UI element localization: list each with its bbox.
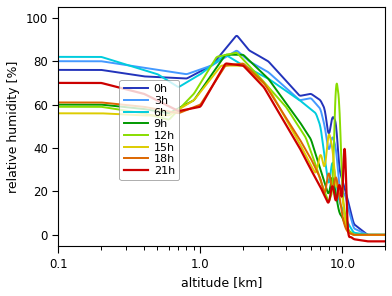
6h bbox=[304, 104, 309, 107]
9h bbox=[383, 233, 387, 237]
21h bbox=[383, 239, 387, 243]
12h bbox=[338, 121, 342, 125]
Line: 12h: 12h bbox=[58, 53, 385, 235]
12h bbox=[265, 83, 269, 87]
Line: 3h: 3h bbox=[58, 51, 385, 235]
15h bbox=[246, 68, 251, 72]
Legend: 0h, 3h, 6h, 9h, 12h, 15h, 18h, 21h: 0h, 3h, 6h, 9h, 12h, 15h, 18h, 21h bbox=[119, 80, 180, 181]
3h bbox=[76, 59, 81, 63]
15h bbox=[265, 84, 269, 88]
15h bbox=[352, 233, 357, 237]
9h bbox=[338, 212, 342, 216]
0h bbox=[383, 233, 387, 237]
21h bbox=[255, 78, 260, 82]
9h bbox=[304, 131, 309, 134]
6h bbox=[265, 76, 269, 80]
0h bbox=[367, 233, 371, 237]
9h bbox=[255, 66, 260, 70]
18h bbox=[383, 233, 387, 237]
3h bbox=[265, 70, 269, 73]
0h bbox=[76, 68, 81, 72]
0h bbox=[338, 170, 342, 173]
18h bbox=[338, 199, 342, 202]
12h bbox=[352, 233, 357, 237]
3h bbox=[56, 59, 60, 63]
21h bbox=[56, 81, 60, 85]
6h bbox=[255, 71, 260, 75]
12h bbox=[233, 51, 238, 54]
21h bbox=[367, 239, 371, 243]
6h bbox=[223, 53, 228, 57]
X-axis label: altitude [km]: altitude [km] bbox=[181, 276, 262, 289]
21h bbox=[224, 62, 229, 65]
18h bbox=[352, 233, 357, 237]
15h bbox=[338, 187, 342, 191]
9h bbox=[224, 53, 229, 57]
3h bbox=[255, 64, 260, 67]
3h bbox=[383, 233, 387, 237]
21h bbox=[76, 81, 81, 85]
6h bbox=[76, 55, 81, 59]
Line: 6h: 6h bbox=[58, 55, 385, 235]
3h bbox=[367, 233, 371, 237]
15h bbox=[255, 76, 260, 79]
Y-axis label: relative humidity [%]: relative humidity [%] bbox=[7, 60, 20, 192]
6h bbox=[367, 233, 371, 237]
Line: 21h: 21h bbox=[58, 64, 385, 241]
0h bbox=[265, 59, 269, 62]
3h bbox=[338, 186, 342, 189]
18h bbox=[76, 101, 81, 104]
15h bbox=[383, 233, 387, 237]
0h bbox=[246, 48, 251, 51]
18h bbox=[265, 86, 269, 89]
12h bbox=[56, 105, 60, 109]
12h bbox=[383, 233, 387, 237]
15h bbox=[220, 64, 225, 67]
12h bbox=[246, 63, 251, 67]
9h bbox=[56, 103, 60, 106]
12h bbox=[255, 73, 260, 76]
0h bbox=[56, 68, 60, 72]
18h bbox=[240, 62, 245, 65]
3h bbox=[246, 59, 251, 62]
6h bbox=[338, 202, 342, 205]
15h bbox=[56, 112, 60, 115]
15h bbox=[76, 112, 81, 115]
3h bbox=[304, 97, 309, 101]
21h bbox=[246, 69, 251, 73]
21h bbox=[304, 159, 309, 163]
0h bbox=[255, 53, 260, 57]
12h bbox=[304, 138, 309, 141]
9h bbox=[352, 233, 357, 237]
6h bbox=[383, 233, 387, 237]
18h bbox=[304, 149, 309, 153]
9h bbox=[265, 75, 269, 79]
9h bbox=[246, 58, 251, 62]
Line: 0h: 0h bbox=[58, 36, 385, 235]
12h bbox=[76, 105, 81, 109]
18h bbox=[246, 67, 251, 70]
0h bbox=[304, 93, 309, 96]
21h bbox=[265, 90, 269, 94]
9h bbox=[76, 103, 81, 106]
6h bbox=[56, 55, 60, 59]
3h bbox=[234, 49, 239, 53]
18h bbox=[56, 101, 60, 104]
Line: 9h: 9h bbox=[58, 55, 385, 235]
6h bbox=[246, 67, 251, 70]
Line: 18h: 18h bbox=[58, 64, 385, 235]
15h bbox=[304, 155, 309, 159]
0h bbox=[234, 34, 239, 38]
21h bbox=[338, 185, 342, 189]
Line: 15h: 15h bbox=[58, 65, 385, 235]
18h bbox=[255, 75, 260, 78]
